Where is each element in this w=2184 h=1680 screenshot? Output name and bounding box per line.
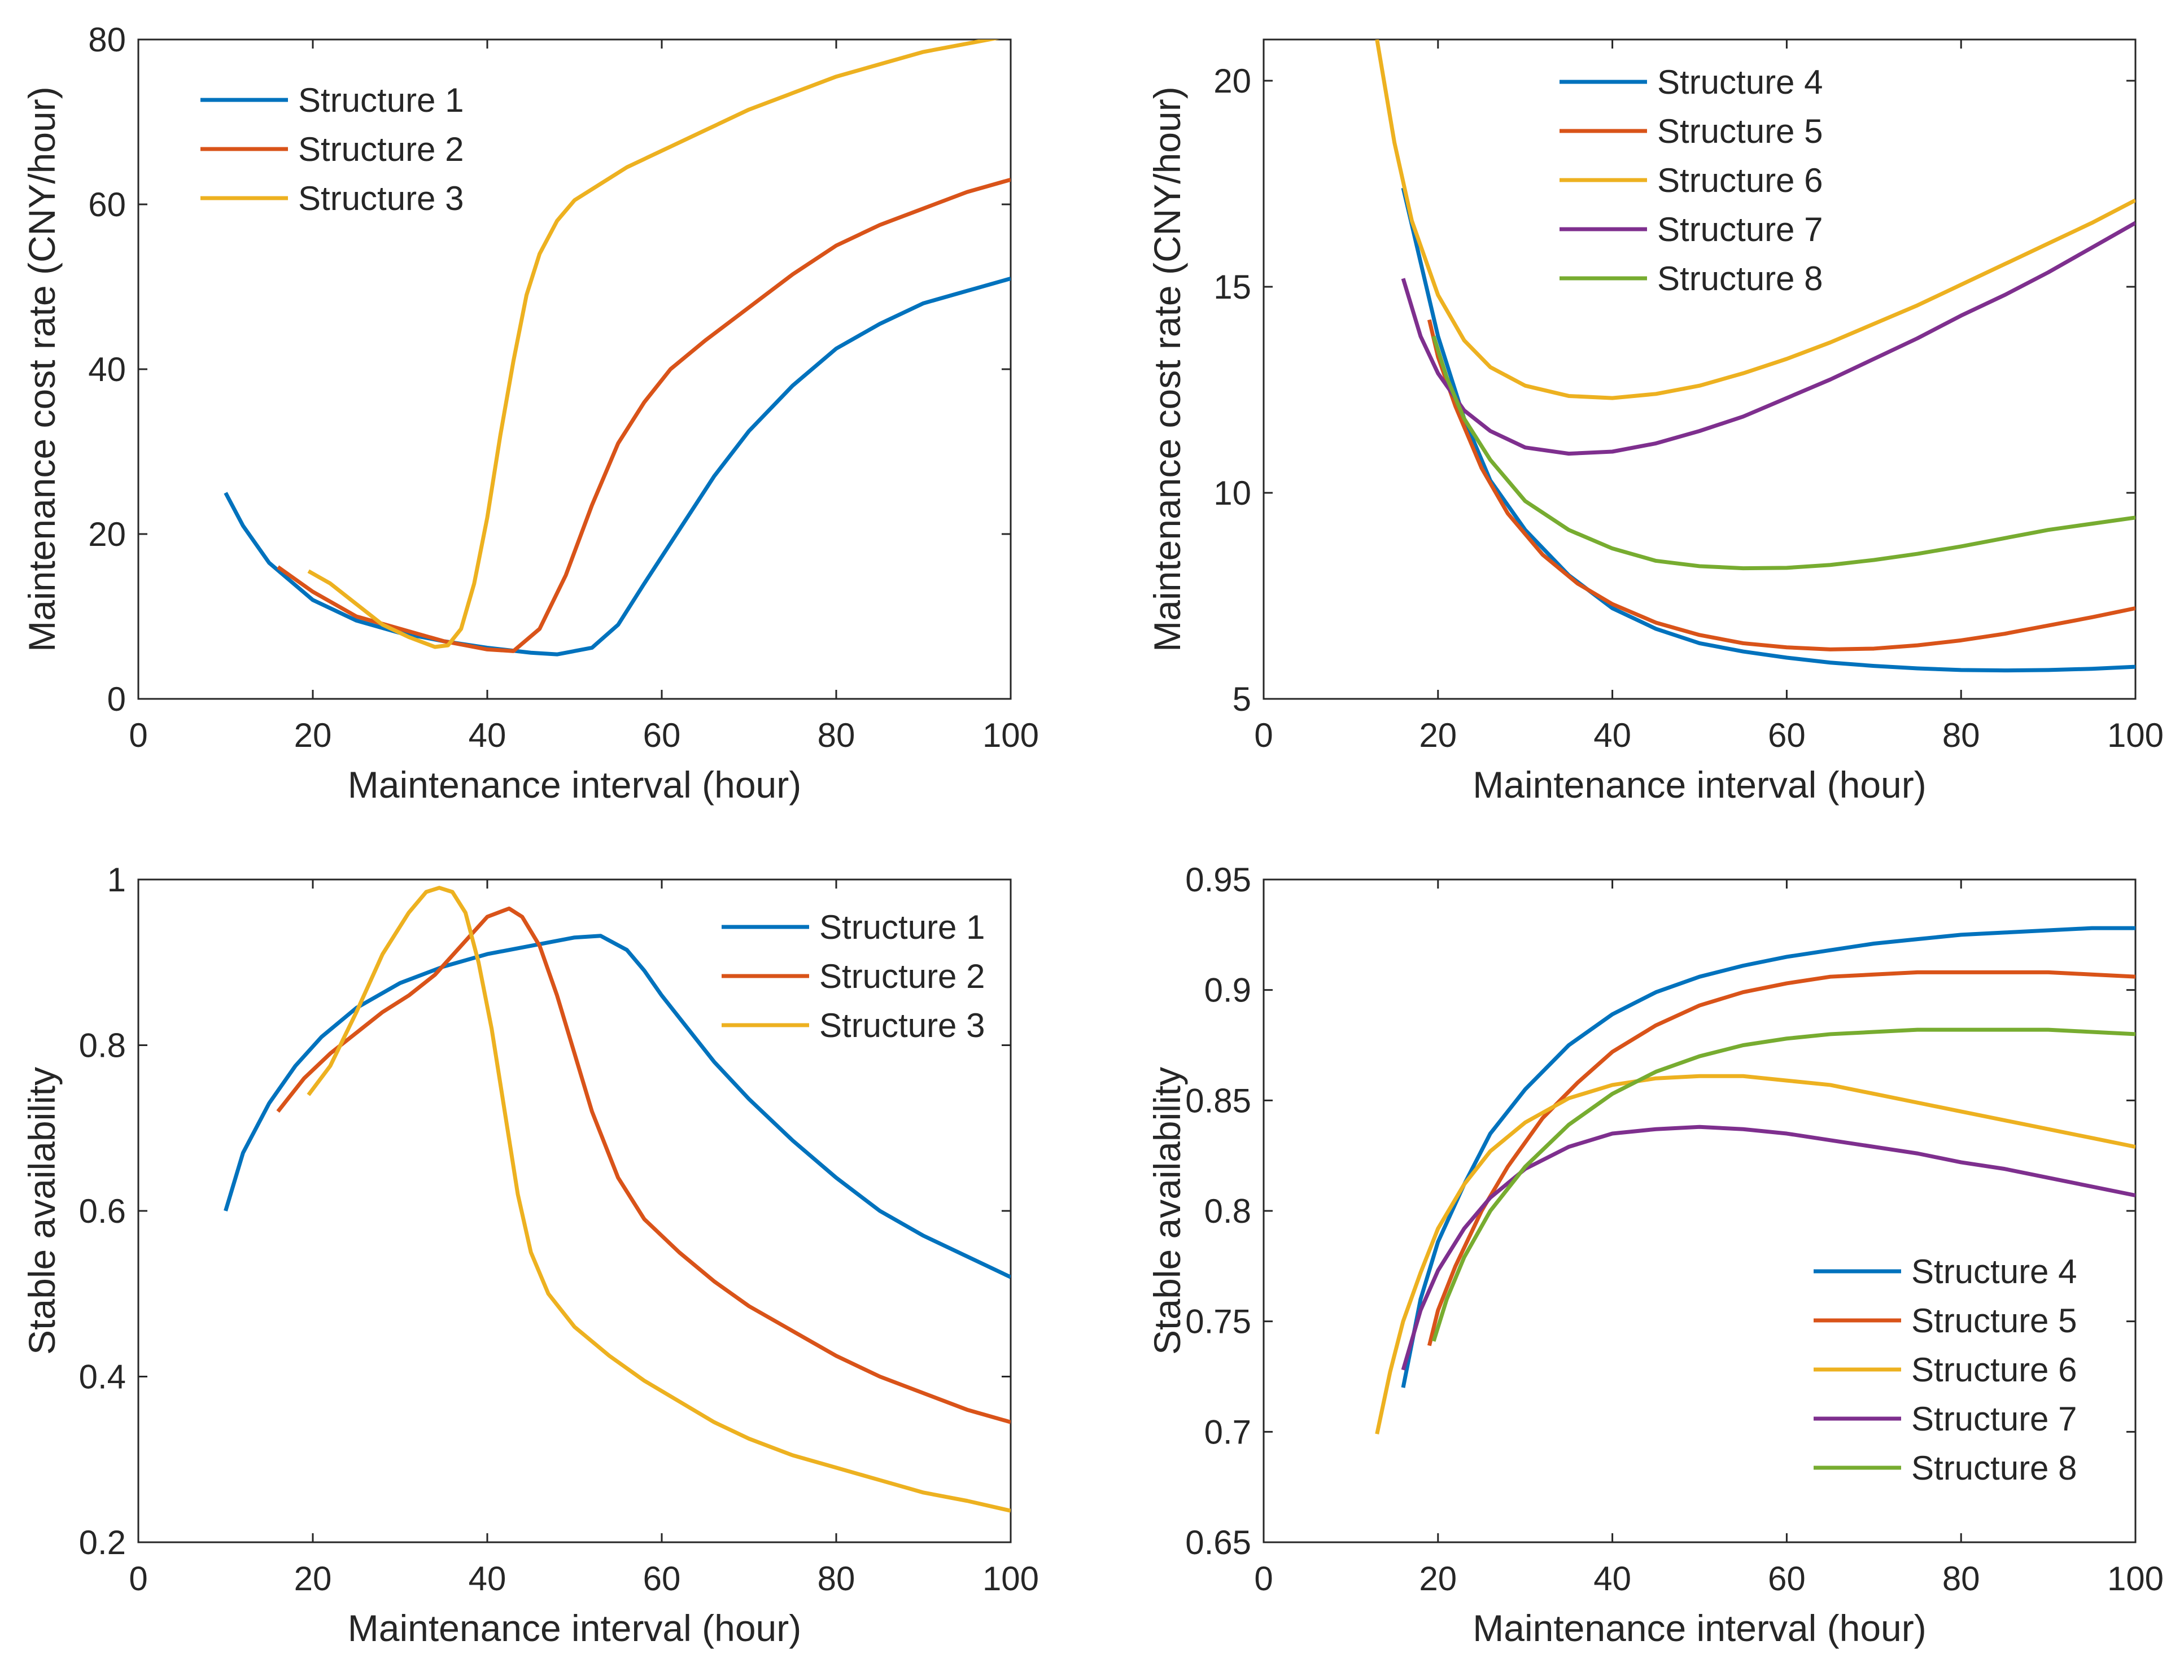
series-line-structure-2 — [276, 906, 1011, 1424]
legend-label: Structure 6 — [1911, 1351, 2077, 1389]
x-tick-label: 20 — [294, 716, 332, 754]
chart-panel-c: 0 20 40 60 80 100 0.2 0.4 0.6 0.8 1 Maintenance int… — [21, 861, 1039, 1649]
series-line-structure-5 — [1427, 319, 2135, 651]
legend-label: Structure 4 — [1911, 1253, 2077, 1290]
x-tick-label: 100 — [2107, 1560, 2164, 1598]
y-tick-label: 0.65 — [1185, 1524, 1251, 1561]
y-axis-label: Maintenance cost rate (CNY/hour) — [1146, 86, 1188, 651]
series-line-structure-6 — [1375, 1074, 2135, 1434]
x-tick-label: 40 — [469, 716, 506, 754]
series-line-structure-8 — [1431, 335, 2135, 571]
legend-d: Structure 4 Structure 5 Structure 6 Structu… — [1814, 1253, 2077, 1487]
legend-label: Structure 4 — [1657, 63, 1823, 101]
y-tick-label: 20 — [1213, 62, 1251, 100]
axes-box-b — [1263, 38, 2137, 700]
x-axis-label: Maintenance interval (hour) — [1473, 764, 1926, 806]
series-line-structure-2 — [277, 177, 1011, 653]
legend-label: Structure 5 — [1657, 112, 1823, 150]
x-tick-label: 60 — [1768, 1560, 1806, 1598]
y-axis-label: Stable availability — [21, 1067, 63, 1355]
y-tick-label: 0.9 — [1204, 972, 1251, 1009]
y-tick-label: 80 — [88, 21, 126, 59]
x-tick-label: 80 — [1942, 716, 1980, 754]
legend-label: Structure 7 — [1911, 1400, 2077, 1438]
y-tick-label: 0.95 — [1185, 861, 1251, 899]
y-tick-label: 0.8 — [79, 1027, 126, 1065]
series-line-structure-6 — [1375, 40, 2135, 400]
y-tick-label: 0.85 — [1185, 1082, 1251, 1119]
x-tick-label: 40 — [1593, 1560, 1631, 1598]
legend-label: Structure 2 — [819, 957, 985, 995]
x-tick-label: 100 — [982, 1560, 1039, 1598]
x-tick-label: 60 — [1768, 716, 1806, 754]
legend-label: Structure 3 — [298, 180, 464, 217]
legend-label: Structure 8 — [1911, 1449, 2077, 1487]
series-group-d — [1375, 926, 2135, 1434]
x-tick-label: 20 — [294, 1560, 332, 1598]
x-tick-label: 100 — [2107, 716, 2164, 754]
series-group-c — [224, 886, 1011, 1513]
y-tick-label: 10 — [1213, 474, 1251, 512]
legend-a: Structure 1 Structure 2 Structure 3 — [200, 81, 464, 217]
legend-label: Structure 7 — [1657, 211, 1823, 248]
legend-label: Structure 6 — [1657, 161, 1823, 199]
legend-label: Structure 3 — [819, 1007, 985, 1044]
legend-label: Structure 2 — [298, 130, 464, 168]
y-tick-label: 0.2 — [79, 1524, 126, 1561]
y-tick-label: 0 — [107, 680, 126, 718]
y-tick-label: 15 — [1213, 268, 1251, 306]
axes-box-a — [137, 38, 1012, 700]
series-line-structure-3 — [307, 40, 1000, 649]
y-tick-label: 5 — [1233, 680, 1251, 718]
series-line-structure-1 — [224, 277, 1011, 657]
x-tick-label: 0 — [1254, 716, 1273, 754]
x-axis-label: Maintenance interval (hour) — [348, 1607, 801, 1649]
chart-panel-d: 0 20 40 60 80 100 0.65 0.7 0.75 0.8 0.85 0.9 0.95 Mai… — [1146, 861, 2164, 1649]
y-axis-label: Stable availability — [1146, 1067, 1188, 1355]
y-tick-label: 20 — [88, 515, 126, 553]
legend-label: Structure 1 — [819, 908, 985, 946]
legend-b: Structure 4 Structure 5 Structure 6 Structu… — [1560, 63, 1823, 298]
series-group-a — [224, 40, 1011, 657]
series-line-structure-7 — [1401, 221, 2135, 456]
series-line-structure-3 — [307, 886, 1011, 1513]
x-tick-label: 100 — [982, 716, 1039, 754]
x-tick-label: 0 — [1254, 1560, 1273, 1598]
x-tick-label: 40 — [469, 1560, 506, 1598]
y-tick-label: 0.6 — [79, 1192, 126, 1230]
x-tick-label: 0 — [129, 1560, 147, 1598]
x-tick-label: 60 — [643, 1560, 681, 1598]
legend-label: Structure 8 — [1657, 260, 1823, 298]
x-tick-label: 60 — [643, 716, 681, 754]
y-tick-label: 0.8 — [1204, 1192, 1251, 1230]
x-axis-label: Maintenance interval (hour) — [348, 764, 801, 806]
y-tick-label: 1 — [107, 861, 126, 899]
x-tick-label: 80 — [1942, 1560, 1980, 1598]
x-axis-label: Maintenance interval (hour) — [1473, 1607, 1926, 1649]
legend-label: Structure 5 — [1911, 1302, 2077, 1340]
legend-label: Structure 1 — [298, 81, 464, 119]
chart-panel-a: 0 20 40 60 80 100 0 20 40 60 80 Maintenance interva… — [21, 21, 1039, 806]
y-axis-label: Maintenance cost rate (CNY/hour) — [21, 86, 63, 651]
y-tick-label: 40 — [88, 351, 126, 388]
y-tick-label: 60 — [88, 186, 126, 224]
x-tick-label: 80 — [818, 716, 855, 754]
series-group-b — [1375, 40, 2135, 673]
x-tick-label: 20 — [1419, 716, 1457, 754]
series-line-structure-1 — [224, 934, 1011, 1279]
y-tick-label: 0.4 — [79, 1358, 126, 1396]
y-tick-label: 0.75 — [1185, 1303, 1251, 1341]
chart-panel-b: 0 20 40 60 80 100 5 10 15 20 Maintenance interval … — [1146, 38, 2164, 806]
axes-box-d — [1263, 878, 2137, 1543]
legend-c: Structure 1 Structure 2 Structure 3 — [722, 908, 985, 1044]
x-tick-label: 20 — [1419, 1560, 1457, 1598]
series-line-structure-7 — [1401, 1125, 2135, 1371]
x-tick-label: 40 — [1593, 716, 1631, 754]
x-tick-label: 80 — [818, 1560, 855, 1598]
x-tick-label: 0 — [129, 716, 147, 754]
series-line-structure-8 — [1431, 1027, 2135, 1342]
y-tick-label: 0.7 — [1204, 1413, 1251, 1451]
